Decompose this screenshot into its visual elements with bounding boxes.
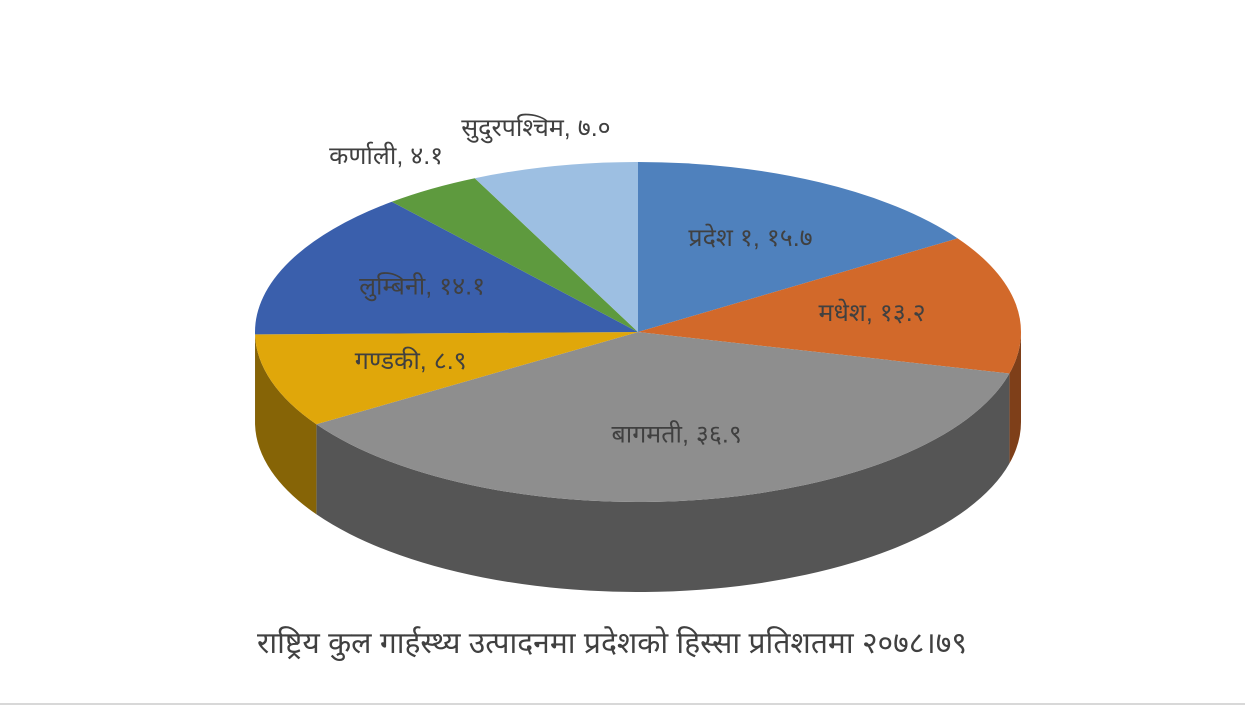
pie-slice: [638, 162, 958, 332]
data-label: सुदुरपश्चिम, ७.०: [461, 113, 610, 144]
pie-sides: [255, 332, 1021, 592]
pie-slice: [316, 332, 1010, 502]
slice-side: [1009, 332, 1021, 464]
data-label: बागमती, ३६.९: [611, 420, 741, 449]
data-labels: प्रदेश १, १५.७ मधेश, १३.२ बागमती, ३६.९ गण्ड…: [329, 113, 926, 448]
data-label: प्रदेश १, १५.७: [688, 223, 812, 252]
slice-side: [255, 334, 317, 515]
slice-side: [316, 373, 1010, 592]
pie-slice: [638, 238, 1022, 374]
chart-title: राष्ट्रिय कुल गार्हस्थ्य उत्पादनमा प्रदे…: [257, 626, 967, 662]
pie-tops: [255, 162, 1022, 502]
data-label: लुम्बिनी, १४.१: [359, 272, 485, 302]
pie-slice: [255, 201, 638, 335]
data-label: कर्णाली, ४.१: [329, 141, 443, 170]
pie-slice: [255, 332, 639, 425]
pie-slice: [391, 178, 638, 332]
data-label: गण्डकी, ८.९: [355, 346, 467, 375]
data-label: मधेश, १३.२: [819, 298, 926, 327]
pie-slice: [474, 162, 638, 332]
